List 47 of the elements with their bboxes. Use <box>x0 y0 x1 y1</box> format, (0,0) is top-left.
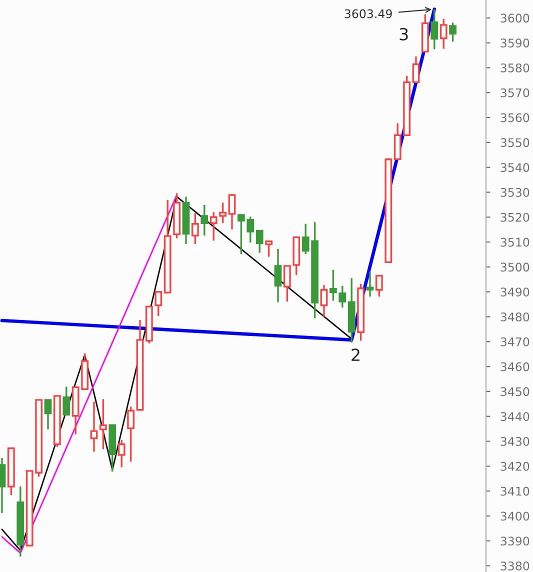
candlestick <box>256 230 264 254</box>
candlestick <box>192 212 199 245</box>
candlestick <box>265 240 272 258</box>
y-tick-label: 3420 <box>500 462 530 471</box>
candlestick <box>440 18 448 50</box>
candlestick <box>412 56 420 84</box>
y-tick-label: 3480 <box>500 312 530 322</box>
y-tick-label: 3590 <box>500 38 530 48</box>
y-tick-label: 3510 <box>500 238 530 247</box>
y-tick-label: 3580 <box>500 63 530 72</box>
annotation: 3603.49 <box>344 9 392 18</box>
y-tick-label: 3550 <box>500 138 530 148</box>
candlestick <box>376 274 383 298</box>
candlestick <box>274 248 282 304</box>
candlestick <box>210 211 218 242</box>
candlestick <box>90 400 98 453</box>
candlestick <box>200 204 208 236</box>
y-tick-label: 3400 <box>500 512 530 521</box>
candlestick <box>44 399 52 430</box>
y-tick-label: 3390 <box>500 536 530 546</box>
y-tick-label: 3570 <box>500 88 530 98</box>
y-tick-label: 3430 <box>500 436 530 446</box>
y-tick-label: 3490 <box>500 288 530 297</box>
candlestick <box>228 194 236 230</box>
y-tick-label: 3500 <box>500 262 530 272</box>
candlestick <box>219 202 226 224</box>
annotation: 3 <box>400 28 408 40</box>
candlestick <box>449 22 456 42</box>
candlestick <box>320 284 328 318</box>
candlestick <box>62 386 70 416</box>
y-tick-label: 3540 <box>500 163 530 172</box>
candlestick <box>100 398 107 450</box>
y-tick-label: 3410 <box>500 486 530 496</box>
candlestick <box>118 439 126 468</box>
y-tick-label: 3530 <box>500 188 530 197</box>
y-tick-label: 3520 <box>500 212 530 222</box>
candlestick <box>127 406 134 463</box>
candlestick <box>366 270 374 298</box>
y-tick-label: 3380 <box>500 562 530 570</box>
y-tick-label: 3600 <box>500 14 530 23</box>
candlestick <box>430 8 438 50</box>
annotation: 2 <box>352 348 360 361</box>
y-tick-label: 3450 <box>500 387 530 396</box>
y-tick-label: 3440 <box>500 412 530 422</box>
y-tick-label: 3470 <box>500 337 530 346</box>
y-tick-label: 3560 <box>500 113 530 122</box>
y-tick-label: 3460 <box>500 362 530 372</box>
